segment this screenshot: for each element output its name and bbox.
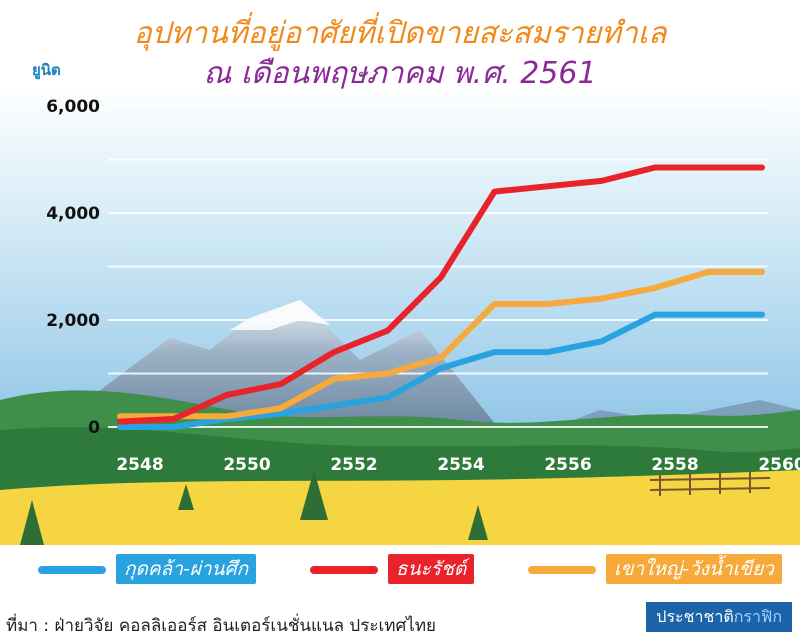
trees: [20, 470, 488, 545]
y-tick-label: 6,000: [46, 97, 100, 117]
legend-swatch-blue: [38, 566, 106, 574]
brand-part1: ประชาชาติ: [656, 607, 734, 626]
y-tick-label: 0: [88, 418, 100, 438]
y-tick-label: 2,000: [46, 311, 100, 331]
chart-title: อุปทานที่อยู่อาศัยที่เปิดขายสะสมรายทำเล: [133, 16, 667, 51]
legend-label-thanarat: ธนะรัชต์: [388, 554, 475, 584]
source-note: ที่มา : ฝ่ายวิจัย คอลลิเออร์ส อินเตอร์เน…: [6, 616, 436, 636]
x-tick-label: 2554: [437, 455, 484, 475]
brand-badge: ประชาชาติกราฟิก: [646, 602, 792, 632]
fence: [649, 471, 771, 496]
snow-cap: [230, 300, 330, 330]
series-line: [117, 164, 765, 425]
legend-swatch-red: [310, 566, 378, 574]
y-axis-unit-label: ยูนิต: [32, 61, 61, 79]
yellow-field: [0, 470, 800, 545]
legend-label-khaoyai: เขาใหญ่-วังน้ำเขียว: [606, 554, 782, 584]
legend-swatch-orange: [528, 566, 596, 574]
legend-label-kudkhla: กุดคล้า-ผ่านศึก: [116, 554, 257, 584]
x-tick-label: 2548: [116, 455, 163, 475]
x-tick-label: 2560: [758, 455, 800, 475]
x-tick-label: 2558: [651, 455, 698, 475]
chart-subtitle: ณ เดือนพฤษภาคม พ.ศ. 2561: [203, 56, 597, 91]
series-line: [117, 268, 765, 420]
x-tick-label: 2550: [223, 455, 270, 475]
y-tick-label: 4,000: [46, 204, 100, 224]
brand-part2: กราฟิก: [733, 607, 782, 626]
x-tick-label: 2556: [544, 455, 591, 475]
x-tick-label: 2552: [330, 455, 377, 475]
